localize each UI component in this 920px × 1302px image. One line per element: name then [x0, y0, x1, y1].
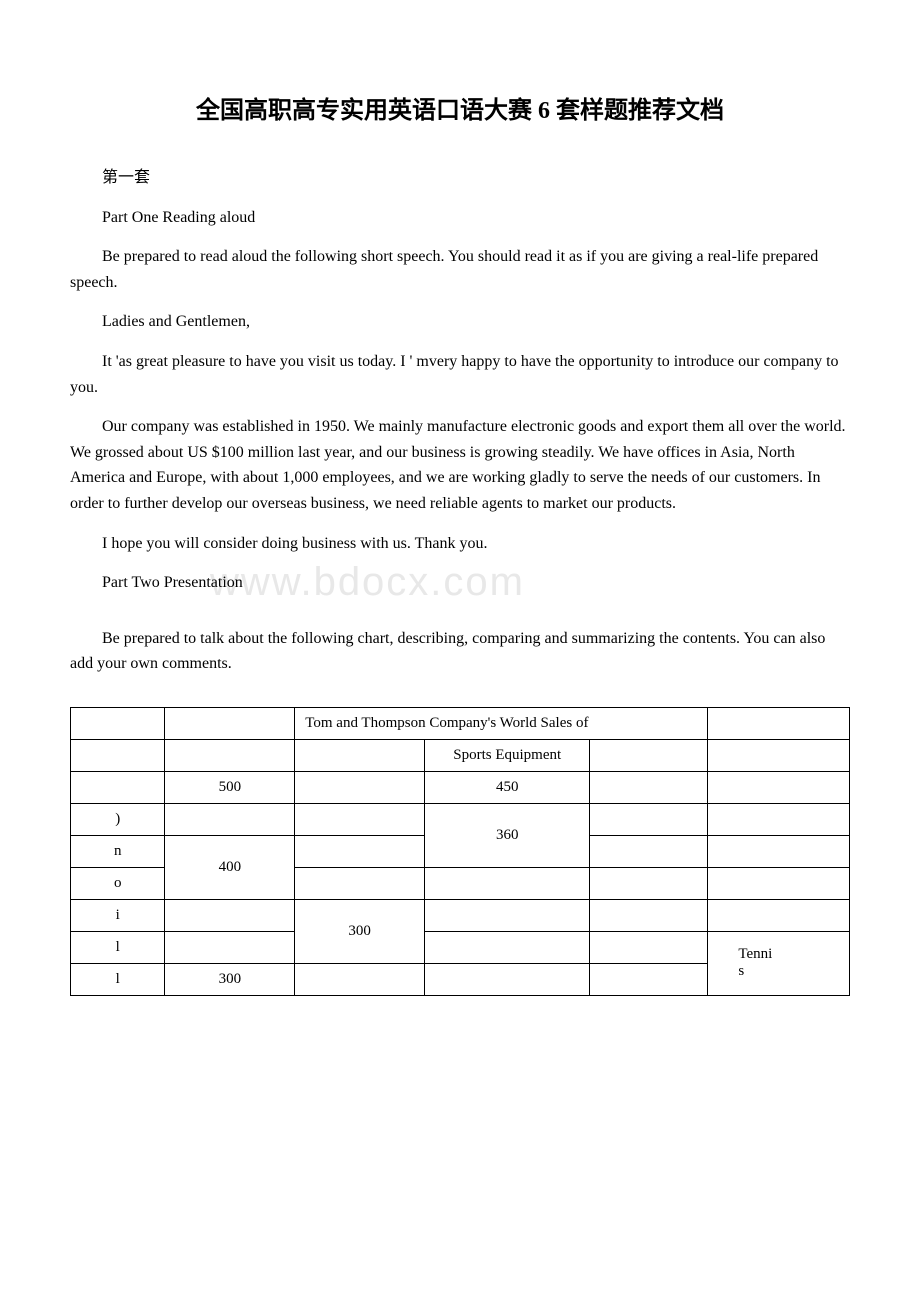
cell-300b: 300	[165, 963, 295, 995]
cell-500: 500	[165, 771, 295, 803]
cell-tennis: Tennis	[708, 931, 850, 995]
part-one-heading: Part One Reading aloud	[70, 205, 850, 231]
part-one-instruction: Be prepared to read aloud the following …	[70, 244, 850, 295]
table-row: i 300	[71, 899, 850, 931]
page-title: 全国高职高专实用英语口语大赛 6 套样题推荐文档	[70, 90, 850, 125]
speech-paragraph-1: It 'as great pleasure to have you visit …	[70, 349, 850, 400]
table-row: l Tennis	[71, 931, 850, 963]
cell-400: 400	[165, 835, 295, 899]
sales-table: Tom and Thompson Company's World Sales o…	[70, 707, 850, 996]
part-two-instruction: Be prepared to talk about the following …	[70, 626, 850, 677]
table-row: ) 360	[71, 803, 850, 835]
cell-450: 450	[425, 771, 590, 803]
cell-i: i	[71, 899, 165, 931]
speech-paragraph-2: Our company was established in 1950. We …	[70, 414, 850, 516]
cell-o: o	[71, 867, 165, 899]
cell-l1: l	[71, 931, 165, 963]
table-row: 500 450	[71, 771, 850, 803]
set-label: 第一套	[70, 165, 850, 191]
speech-paragraph-3: I hope you will consider doing business …	[70, 531, 850, 557]
cell-360: 360	[425, 803, 590, 867]
table-header-sub: Sports Equipment	[425, 739, 590, 771]
table-header-title: Tom and Thompson Company's World Sales o…	[295, 707, 708, 739]
cell-n: n	[71, 835, 165, 867]
cell-paren: )	[71, 803, 165, 835]
salutation: Ladies and Gentlemen,	[70, 309, 850, 335]
table-row: Tom and Thompson Company's World Sales o…	[71, 707, 850, 739]
table-row: Sports Equipment	[71, 739, 850, 771]
cell-300a: 300	[295, 899, 425, 963]
part-two-heading: Part Two Presentation	[70, 570, 850, 596]
cell-l2: l	[71, 963, 165, 995]
